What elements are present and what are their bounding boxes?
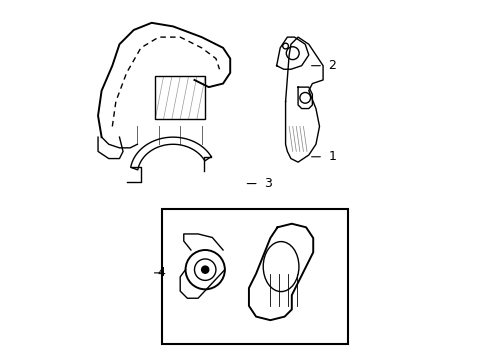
Bar bbox=[155, 76, 205, 119]
Bar bbox=[162, 208, 347, 344]
Text: 2: 2 bbox=[328, 59, 336, 72]
Text: 1: 1 bbox=[328, 150, 336, 163]
Circle shape bbox=[201, 266, 208, 273]
Text: 3: 3 bbox=[264, 177, 271, 190]
Text: 4: 4 bbox=[157, 266, 164, 279]
